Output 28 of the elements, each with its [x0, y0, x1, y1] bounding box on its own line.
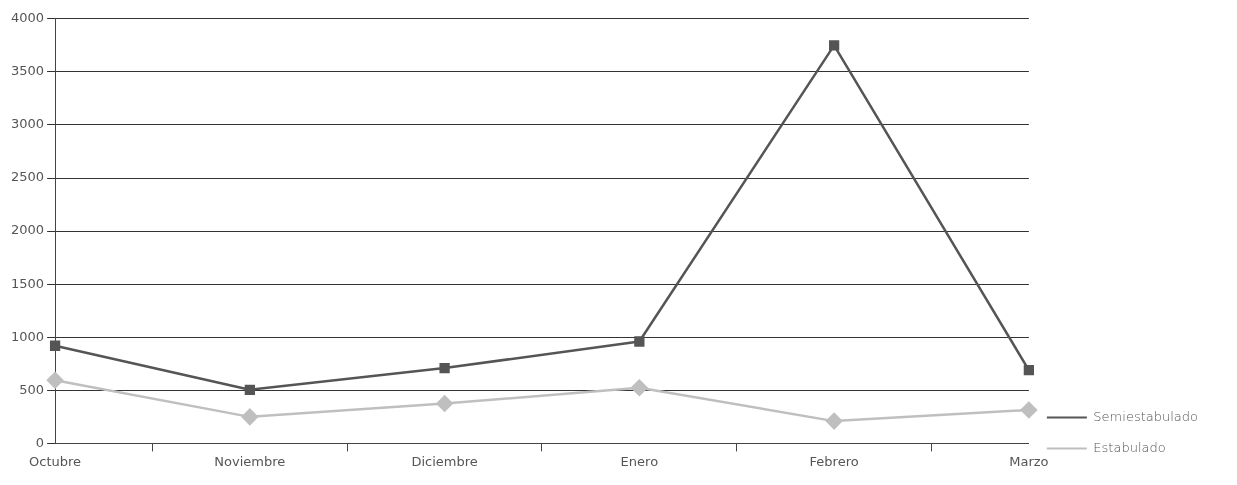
- x-tick-label: Noviembre: [214, 453, 286, 469]
- point: [631, 379, 648, 396]
- legend-label: Semiestabulado: [1093, 408, 1199, 424]
- point: [1023, 365, 1034, 376]
- y-tick-label: 2000: [10, 222, 45, 238]
- point: [1020, 401, 1038, 419]
- y-tick-label: 2500: [10, 169, 45, 185]
- x-tick-label: Diciembre: [411, 453, 478, 469]
- point: [436, 395, 453, 412]
- x-tick-label: Octubre: [29, 453, 82, 469]
- y-tick-label: 500: [19, 381, 45, 397]
- legend-label: Estabulado: [1093, 439, 1166, 455]
- x-tick-label: Enero: [620, 453, 659, 469]
- point: [244, 384, 255, 395]
- point: [828, 40, 840, 51]
- y-tick-label: 4000: [10, 10, 45, 26]
- y-tick-label: 1500: [10, 275, 45, 291]
- point: [825, 412, 843, 430]
- point: [634, 336, 645, 347]
- x-tick-label: Febrero: [809, 453, 859, 469]
- point: [46, 371, 64, 389]
- y-tick-label: 0: [35, 434, 45, 450]
- point: [439, 362, 450, 374]
- y-tick-label: 3000: [10, 116, 45, 132]
- x-tick-label: Marzo: [1009, 453, 1049, 469]
- y-tick-label: 1000: [10, 328, 45, 344]
- y-tick-label: 3500: [10, 63, 45, 79]
- point: [241, 408, 259, 426]
